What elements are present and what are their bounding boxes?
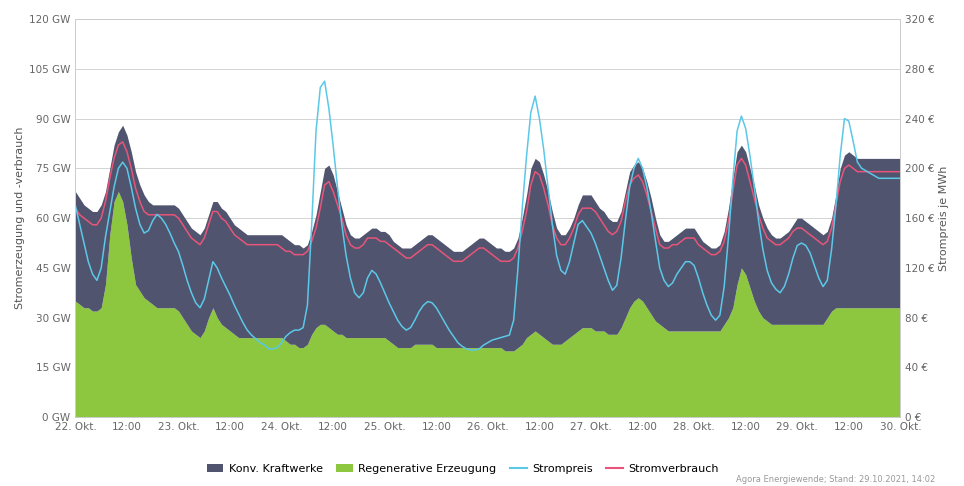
Y-axis label: Strompreis je MWh: Strompreis je MWh bbox=[939, 165, 949, 271]
Text: Agora Energiewende; Stand: 29.10.2021, 14:02: Agora Energiewende; Stand: 29.10.2021, 1… bbox=[736, 474, 935, 484]
Legend: Konv. Kraftwerke, Regenerative Erzeugung, Strompreis, Stromverbrauch: Konv. Kraftwerke, Regenerative Erzeugung… bbox=[202, 459, 723, 478]
Y-axis label: Stromerzeugung und -verbrauch: Stromerzeugung und -verbrauch bbox=[15, 127, 25, 310]
